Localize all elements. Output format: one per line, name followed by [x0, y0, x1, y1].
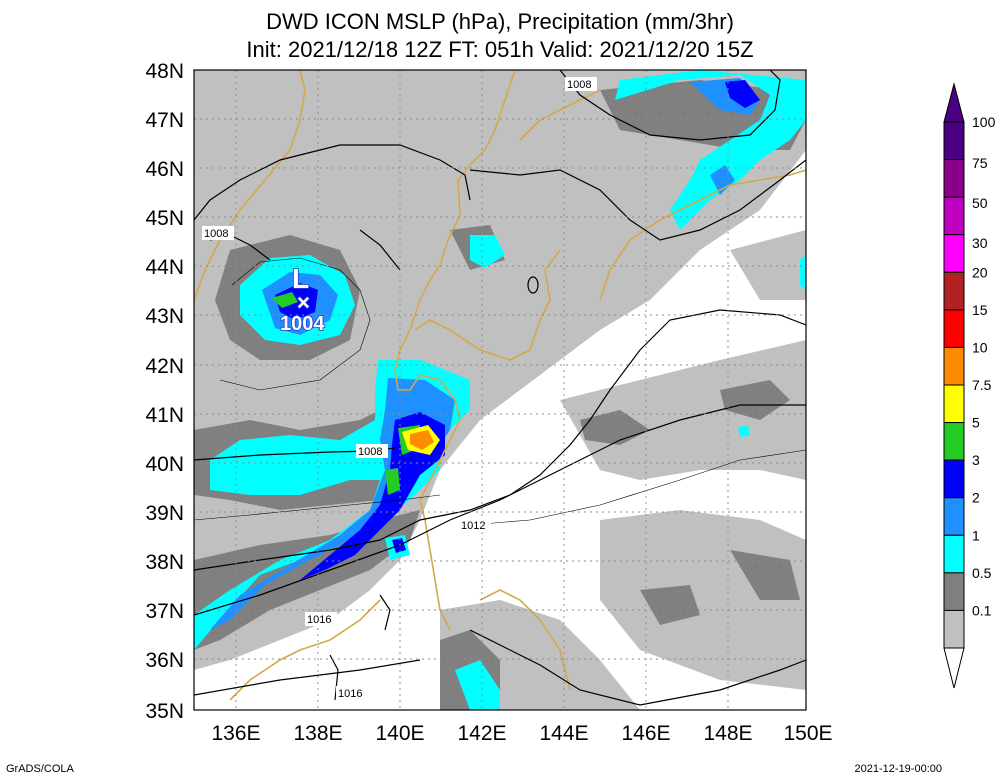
longitude-labels: 136E 138E 140E 142E 144E 146E 148E 150E [211, 722, 832, 745]
colorbar-cell [943, 121, 965, 161]
lat-label: 35N [145, 700, 184, 723]
colorbar-label: 7.5 [972, 377, 992, 393]
lat-label: 46N [145, 158, 184, 181]
colorbar-label: 0.1 [972, 602, 992, 618]
lon-label: 148E [703, 722, 752, 745]
lat-label: 36N [145, 649, 184, 672]
isobar-labels: 1008 1008 1008 1012 1016 1016 [202, 77, 597, 700]
isobar-label: 1008 [567, 79, 591, 91]
isobar-label: 1008 [358, 446, 382, 458]
colorbar-cell [943, 309, 965, 348]
isobar-label: 1016 [307, 614, 331, 626]
colorbar-label: 2 [972, 490, 980, 506]
lat-label: 42N [145, 355, 184, 378]
colorbar-label: 3 [972, 452, 980, 468]
colorbar-label: 75 [972, 155, 988, 171]
latitude-labels: 48N 47N 46N 45N 44N 43N 42N 41N 40N 39N … [145, 60, 184, 723]
low-symbol: L [292, 263, 309, 294]
colorbar-cell [943, 234, 965, 273]
colorbar-cell [943, 159, 965, 198]
isobar-label: 1016 [338, 688, 362, 700]
lat-label: 38N [145, 551, 184, 574]
grid-lines [194, 70, 806, 710]
thin-isobars [194, 257, 806, 526]
lon-label: 146E [621, 722, 670, 745]
colorbar-label: 1 [972, 527, 980, 543]
lon-label: 136E [211, 722, 260, 745]
low-pressure-value: 1004 [280, 313, 325, 335]
lat-label: 39N [145, 502, 184, 525]
colorbar: 100 75 50 30 20 15 10 7.5 5 3 2 1 0.5 0.1 [943, 82, 996, 689]
colorbar-label: 100 [972, 114, 996, 130]
coastlines [194, 70, 806, 701]
lat-label: 44N [145, 256, 184, 279]
map-subtitle: Init: 2021/12/18 12Z FT: 051h Valid: 202… [246, 37, 754, 62]
closed-contour [527, 276, 539, 294]
lon-label: 138E [293, 722, 342, 745]
colorbar-cell [943, 346, 965, 386]
colorbar-cell [943, 497, 965, 536]
lat-label: 45N [145, 207, 184, 230]
colorbar-cell [943, 459, 965, 499]
colorbar-bottom-arrow [943, 647, 965, 689]
lat-label: 47N [145, 109, 184, 132]
colorbar-label: 15 [972, 302, 988, 318]
lat-label: 37N [145, 600, 184, 623]
colorbar-cell [943, 384, 965, 424]
colorbar-label: 5 [972, 415, 980, 431]
colorbar-cell [943, 572, 965, 611]
colorbar-label: 0.5 [972, 565, 992, 581]
colorbar-cell [943, 609, 965, 649]
precip-10mm-area [410, 430, 434, 450]
lon-label: 140E [375, 722, 424, 745]
low-pressure-center: L × 1004 [279, 262, 326, 336]
footer-right: 2021-12-19-00:00 [854, 763, 942, 775]
lon-label: 150E [783, 722, 832, 745]
colorbar-label: 20 [972, 264, 988, 280]
footer-left: GrADS/COLA [6, 763, 74, 775]
colorbar-label: 10 [972, 339, 988, 355]
low-marker-icon: × [297, 290, 310, 315]
lon-label: 144E [539, 722, 588, 745]
colorbar-labels: 100 75 50 30 20 15 10 7.5 5 3 2 1 0.5 0.1 [972, 114, 996, 618]
colorbar-cell [943, 196, 965, 236]
lat-label: 43N [145, 305, 184, 328]
map-title: DWD ICON MSLP (hPa), Precipitation (mm/3… [266, 9, 734, 34]
isobar-label: 1012 [461, 520, 485, 532]
lat-label: 41N [145, 404, 184, 427]
colorbar-top-arrow [943, 82, 965, 123]
colorbar-cell [943, 422, 965, 461]
colorbar-cell [943, 271, 965, 311]
isobar-label: 1008 [204, 228, 228, 240]
colorbar-cell [943, 534, 965, 574]
lon-label: 142E [457, 722, 506, 745]
colorbar-label: 30 [972, 235, 988, 251]
lat-label: 48N [145, 60, 184, 83]
map-frame [193, 69, 807, 711]
lat-label: 40N [145, 453, 184, 476]
isobars [194, 70, 806, 706]
colorbar-label: 50 [972, 195, 988, 211]
